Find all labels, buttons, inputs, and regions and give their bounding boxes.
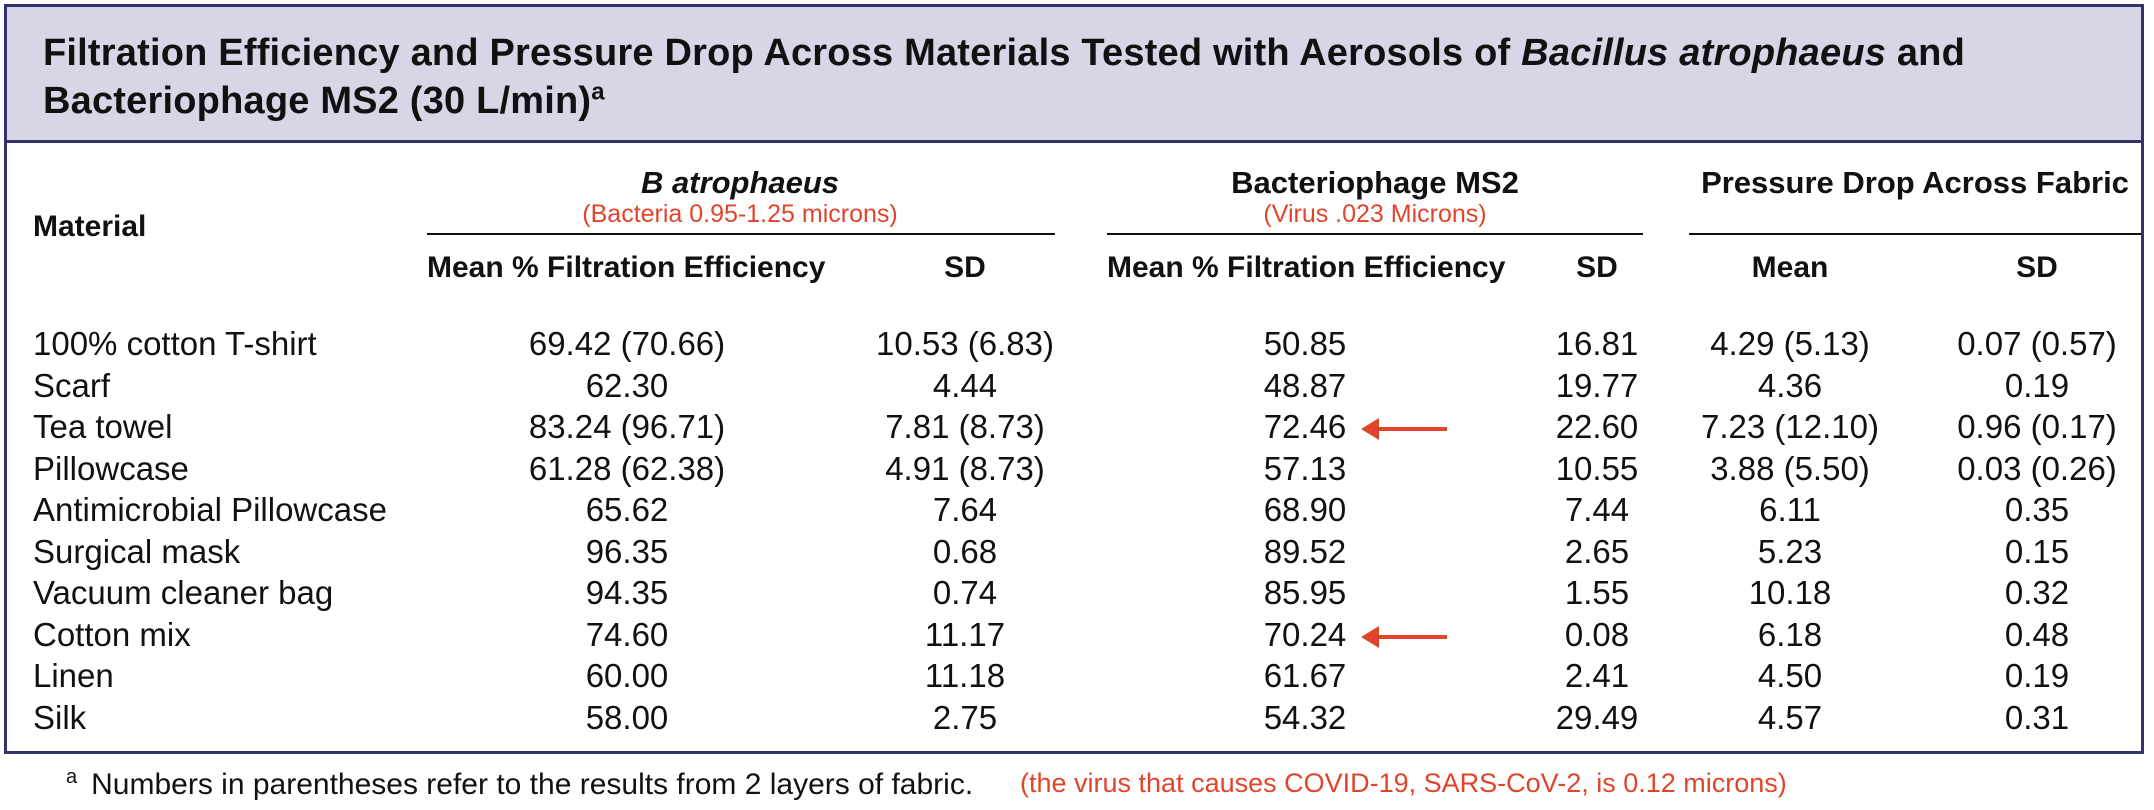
cell-b-mean: 60.00 bbox=[585, 657, 669, 694]
cell-ms2-mean: 85.95 bbox=[1263, 574, 1347, 611]
cell-ms2-sd: 22.60 bbox=[1555, 408, 1639, 445]
cell-ms2-sd: 16.81 bbox=[1555, 325, 1639, 362]
col-header-b-mean: Mean % Filtration Efficiency bbox=[427, 251, 826, 284]
covid-size-note: (the virus that causes COVID-19, SARS-Co… bbox=[1020, 768, 1787, 798]
cell-pd-mean: 6.11 bbox=[1759, 491, 1821, 528]
cell-b-sd: 11.17 bbox=[924, 615, 1006, 653]
title-superscript: a bbox=[591, 78, 605, 106]
cell-pd-sd: 0.35 bbox=[2004, 491, 2070, 528]
cell-ms2-mean: 50.85 bbox=[1263, 325, 1347, 362]
cell-material: Antimicrobial Pillowcase bbox=[33, 491, 387, 528]
cell-ms2-sd: 7.44 bbox=[1564, 491, 1630, 528]
cell-pd-sd: 0.19 bbox=[2004, 366, 2070, 404]
cell-pd-sd: 0.15 bbox=[2004, 532, 2070, 570]
cell-b-mean: 62.30 bbox=[585, 366, 669, 404]
cell-pd-mean: 4.50 bbox=[1757, 657, 1823, 694]
group-header-b-atrophaeus: B atrophaeus bbox=[425, 165, 1055, 201]
cell-material: Tea towel bbox=[33, 408, 173, 445]
cell-b-sd: 0.74 bbox=[932, 574, 998, 611]
cell-material: Scarf bbox=[33, 366, 111, 404]
cell-b-sd: 11.18 bbox=[924, 657, 1006, 694]
cell-ms2-mean: 57.13 bbox=[1263, 449, 1347, 487]
cell-b-mean: 69.42 (70.66) bbox=[528, 325, 726, 362]
cell-pd-sd: 0.96 (0.17) bbox=[1957, 408, 2117, 445]
highlight-arrow-icon bbox=[1361, 625, 1447, 648]
highlight-arrow-icon bbox=[1361, 418, 1447, 440]
cell-b-sd: 2.75 bbox=[932, 698, 998, 736]
table-title: Filtration Efficiency and Pressure Drop … bbox=[43, 29, 2105, 125]
cell-material: Silk bbox=[33, 698, 87, 736]
cell-ms2-sd: 0.08 bbox=[1564, 615, 1630, 653]
cell-material: Vacuum cleaner bag bbox=[33, 574, 334, 611]
cell-pd-sd: 0.32 bbox=[2004, 574, 2070, 611]
footnote: a Numbers in parentheses refer to the res… bbox=[66, 766, 973, 802]
cell-b-sd: 7.81 (8.73) bbox=[885, 408, 1045, 445]
cell-pd-sd: 0.07 (0.57) bbox=[1957, 325, 2117, 362]
group-ms2-size-note: (Virus .023 Microns) bbox=[1263, 200, 1487, 228]
cell-material: 100% cotton T-shirt bbox=[33, 325, 317, 362]
cell-pd-mean: 10.18 bbox=[1748, 574, 1832, 611]
cell-b-mean: 94.35 bbox=[585, 574, 669, 611]
col-header-pd-mean: Mean bbox=[1751, 251, 1829, 284]
footnote-marker: a bbox=[66, 766, 78, 788]
cell-b-mean: 83.24 (96.71) bbox=[528, 408, 726, 445]
header-material: Material bbox=[33, 210, 147, 243]
title-italic-species: Bacillus atrophaeus bbox=[1521, 32, 1887, 74]
cell-b-mean: 61.28 (62.38) bbox=[528, 449, 726, 487]
cell-ms2-mean: 72.46 bbox=[1263, 408, 1347, 445]
cell-material: Linen bbox=[33, 657, 114, 694]
cell-ms2-sd: 19.77 bbox=[1555, 366, 1639, 404]
cell-pd-mean: 4.29 (5.13) bbox=[1710, 325, 1870, 362]
cell-b-sd: 4.91 (8.73) bbox=[885, 449, 1045, 487]
cell-ms2-sd: 10.55 bbox=[1555, 449, 1639, 487]
cell-ms2-mean: 61.67 bbox=[1263, 657, 1347, 694]
col-header-ms2-sd: SD bbox=[1576, 251, 1618, 284]
group-b-underline bbox=[427, 233, 1055, 235]
cell-material: Cotton mix bbox=[33, 615, 191, 653]
cell-b-sd: 4.44 bbox=[932, 366, 998, 404]
cell-ms2-sd: 1.55 bbox=[1564, 574, 1630, 611]
cell-ms2-sd: 2.65 bbox=[1564, 532, 1630, 570]
title-text-part2: and Bacteriophage MS2 (30 L/min) bbox=[43, 32, 1966, 122]
group-ms2-underline bbox=[1107, 233, 1643, 235]
cell-b-sd: 0.68 bbox=[932, 532, 998, 570]
cell-pd-mean: 4.36 bbox=[1757, 366, 1823, 404]
cell-ms2-mean: 89.52 bbox=[1263, 532, 1347, 570]
cell-ms2-mean: 54.32 bbox=[1263, 698, 1347, 736]
cell-ms2-sd: 29.49 bbox=[1555, 698, 1639, 736]
cell-ms2-mean: 68.90 bbox=[1263, 491, 1347, 528]
cell-b-mean: 58.00 bbox=[585, 698, 669, 736]
cell-ms2-sd: 2.41 bbox=[1564, 657, 1630, 694]
col-header-ms2-mean: Mean % Filtration Efficiency bbox=[1107, 251, 1506, 284]
group-header-ms2: Bacteriophage MS2 bbox=[1231, 165, 1519, 200]
title-text-part1: Filtration Efficiency and Pressure Drop … bbox=[43, 32, 1522, 74]
cell-pd-mean: 4.57 bbox=[1757, 698, 1823, 736]
cell-ms2-mean: 48.87 bbox=[1263, 366, 1347, 404]
cell-pd-sd: 0.31 bbox=[2004, 698, 2070, 736]
cell-b-mean: 74.60 bbox=[585, 615, 669, 653]
footnote-text: Numbers in parentheses refer to the resu… bbox=[91, 768, 974, 801]
cell-b-mean: 96.35 bbox=[585, 532, 669, 570]
table-frame: Filtration Efficiency and Pressure Drop … bbox=[4, 4, 2144, 754]
group-pressure-underline bbox=[1689, 233, 2141, 235]
cell-pd-mean: 3.88 (5.50) bbox=[1710, 449, 1870, 487]
title-bar: Filtration Efficiency and Pressure Drop … bbox=[7, 7, 2141, 143]
col-header-pd-sd: SD bbox=[2016, 251, 2058, 284]
cell-material: Pillowcase bbox=[33, 449, 189, 487]
cell-b-mean: 65.62 bbox=[585, 491, 669, 528]
group-b-size-note: (Bacteria 0.95-1.25 microns) bbox=[582, 200, 898, 228]
group-b-label: B atrophaeus bbox=[640, 165, 840, 200]
cell-pd-mean: 5.23 bbox=[1757, 532, 1823, 570]
cell-pd-sd: 0.03 (0.26) bbox=[1957, 449, 2117, 487]
cell-material: Surgical mask bbox=[33, 532, 241, 570]
col-header-b-sd: SD bbox=[944, 251, 986, 284]
cell-pd-sd: 0.19 bbox=[2004, 657, 2070, 694]
cell-pd-mean: 6.18 bbox=[1757, 615, 1823, 653]
cell-pd-sd: 0.48 bbox=[2004, 615, 2070, 653]
cell-ms2-mean: 70.24 bbox=[1263, 615, 1347, 653]
group-header-pressure: Pressure Drop Across Fabric bbox=[1701, 165, 2129, 200]
cell-pd-mean: 7.23 (12.10) bbox=[1701, 408, 1879, 445]
cell-b-sd: 7.64 bbox=[932, 491, 998, 528]
cell-b-sd: 10.53 (6.83) bbox=[876, 325, 1054, 362]
